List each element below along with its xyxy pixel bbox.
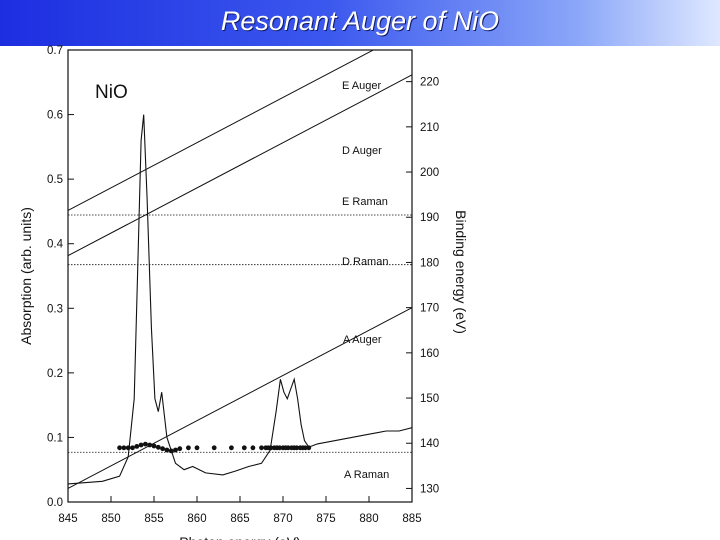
inset-label: NiO xyxy=(95,82,128,103)
x-axis-label: Photon energy (eV) xyxy=(179,534,300,540)
guide-label-3: E Raman xyxy=(342,196,388,208)
y2-tick-label-7: 200 xyxy=(420,167,439,179)
y-tick-label-0: 0.0 xyxy=(47,497,63,509)
y2-tick-label-5: 180 xyxy=(420,257,439,269)
data-point-0-33 xyxy=(294,445,300,451)
x-tick-label-1: 850 xyxy=(101,513,120,525)
y-tick-label-5: 0.5 xyxy=(47,174,63,186)
data-point-0-0 xyxy=(117,445,122,451)
data-point-0-27 xyxy=(277,445,282,451)
x-tick-label-2: 855 xyxy=(144,513,163,525)
data-point-0-15 xyxy=(186,445,191,451)
y-tick-label-4: 0.4 xyxy=(47,239,64,251)
y-tick-label-1: 0.1 xyxy=(47,432,63,444)
data-point-0-37 xyxy=(306,445,312,451)
data-point-0-4 xyxy=(134,444,140,449)
tick-labels-layer: 845 850 855 860 865 870 875 880 885 0.0 0.1 0.2 0.3 0… xyxy=(47,45,439,525)
guide-line-2 xyxy=(68,307,412,489)
data-point-0-24 xyxy=(268,445,274,451)
guide-line-1 xyxy=(68,74,412,257)
data-point-0-18 xyxy=(229,445,234,451)
data-point-0-12 xyxy=(168,448,174,454)
data-point-0-8 xyxy=(151,443,157,449)
y2-tick-label-6: 190 xyxy=(420,212,439,224)
y2-tick-label-2: 150 xyxy=(420,393,439,405)
y2-axis-label: Binding energy (eV) xyxy=(453,210,469,334)
data-point-0-19 xyxy=(241,445,247,451)
y2-tick-label-1: 140 xyxy=(420,438,439,450)
data-point-0-14 xyxy=(177,446,183,452)
data-point-0-2 xyxy=(125,445,131,451)
plot-frame-layer xyxy=(67,49,413,503)
data-point-0-1 xyxy=(121,445,127,451)
data-point-0-5 xyxy=(138,442,144,448)
y2-tick-label-4: 170 xyxy=(420,303,439,315)
x-tick-label-3: 860 xyxy=(187,513,206,525)
data-point-0-3 xyxy=(130,445,135,451)
title-bar xyxy=(0,0,720,46)
labels-layer: E Auger D Auger A Auger E Raman D Raman A Ram… xyxy=(18,80,469,540)
data-point-0-30 xyxy=(285,445,291,451)
guide-line-0 xyxy=(68,50,375,211)
x-tick-label-4: 865 xyxy=(230,513,249,525)
y2-tick-label-9: 220 xyxy=(420,77,439,89)
data-point-0-21 xyxy=(259,445,264,451)
guide-lines-layer xyxy=(68,50,412,489)
x-tick-label-0: 845 xyxy=(58,513,77,525)
data-point-0-16 xyxy=(194,445,200,451)
data-point-0-13 xyxy=(173,447,178,453)
x-tick-label-8: 885 xyxy=(402,513,421,525)
data-point-0-36 xyxy=(303,445,308,451)
plot-frame xyxy=(67,49,413,503)
data-point-0-20 xyxy=(250,445,256,451)
absorption-curve-layer xyxy=(68,114,412,485)
slide-title: Resonant Auger of NiO xyxy=(220,6,500,36)
x-tick-label-7: 880 xyxy=(359,513,378,525)
y-tick-label-3: 0.3 xyxy=(47,303,63,315)
data-point-0-11 xyxy=(164,447,170,453)
y-axis-label: Absorption (arb. units) xyxy=(18,207,34,345)
x-tick-label-5: 870 xyxy=(273,513,292,525)
y-tick-label-2: 0.2 xyxy=(47,368,63,380)
data-points-layer xyxy=(117,441,312,454)
y2-tick-label-0: 130 xyxy=(420,483,439,495)
guide-label-4: D Raman xyxy=(342,256,388,268)
data-point-0-10 xyxy=(160,446,166,452)
data-point-0-7 xyxy=(147,442,153,448)
x-tick-label-6: 875 xyxy=(316,513,335,525)
data-point-0-17 xyxy=(211,445,217,451)
y-tick-label-7: 0.7 xyxy=(47,45,63,57)
y2-tick-label-3: 160 xyxy=(420,348,439,360)
data-point-0-6 xyxy=(143,441,148,447)
guide-label-1: D Auger xyxy=(342,145,382,157)
guide-label-5: A Raman xyxy=(344,469,389,481)
guide-label-2: A Auger xyxy=(343,334,382,346)
guide-label-0: E Auger xyxy=(342,80,381,92)
y2-tick-label-8: 210 xyxy=(420,122,439,134)
y-tick-label-6: 0.6 xyxy=(47,110,63,122)
absorption-curve xyxy=(68,114,412,485)
data-point-0-9 xyxy=(155,444,161,450)
